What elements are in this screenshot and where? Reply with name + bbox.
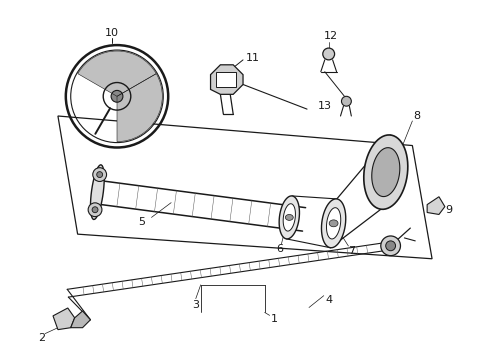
Text: 8: 8 [414, 111, 421, 121]
Text: 10: 10 [105, 28, 119, 38]
Wedge shape [78, 51, 156, 96]
Polygon shape [427, 197, 445, 215]
Polygon shape [321, 199, 346, 248]
Ellipse shape [285, 215, 293, 220]
Circle shape [88, 203, 102, 217]
Polygon shape [326, 208, 341, 239]
Polygon shape [53, 308, 74, 330]
Polygon shape [283, 204, 295, 231]
Circle shape [92, 207, 98, 213]
Ellipse shape [329, 220, 338, 227]
Text: 7: 7 [348, 246, 355, 256]
Text: 13: 13 [318, 101, 332, 111]
Polygon shape [91, 165, 104, 220]
Circle shape [342, 96, 351, 106]
Polygon shape [372, 148, 400, 197]
Text: 4: 4 [325, 294, 332, 305]
Text: 12: 12 [323, 31, 338, 41]
Polygon shape [364, 135, 408, 209]
Text: 3: 3 [192, 300, 199, 310]
Polygon shape [217, 72, 236, 87]
Circle shape [386, 241, 395, 251]
Circle shape [97, 172, 102, 177]
Polygon shape [71, 311, 91, 328]
Circle shape [93, 168, 106, 181]
Circle shape [111, 90, 123, 102]
Text: 9: 9 [445, 204, 452, 215]
Text: 2: 2 [38, 333, 45, 342]
Polygon shape [211, 65, 243, 94]
Text: 6: 6 [276, 244, 283, 254]
Circle shape [381, 236, 400, 256]
Circle shape [323, 48, 335, 60]
Polygon shape [279, 196, 299, 239]
Text: 1: 1 [271, 314, 278, 324]
Text: 5: 5 [138, 217, 145, 227]
Wedge shape [117, 74, 162, 141]
Text: 11: 11 [246, 53, 260, 63]
